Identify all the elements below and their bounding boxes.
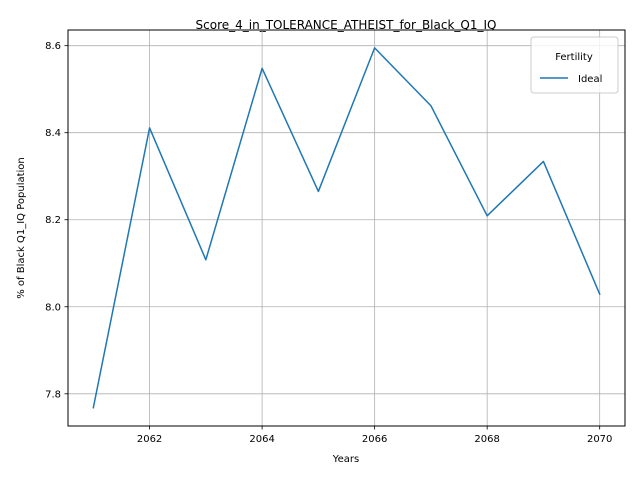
x-tick-label: 2064 <box>249 434 274 445</box>
y-tick-label: 8.0 <box>45 302 61 313</box>
y-axis-label: % of Black Q1_IQ Population <box>16 157 27 299</box>
legend-entry-ideal: Ideal <box>578 74 602 85</box>
x-tick-label: 2062 <box>137 434 162 445</box>
legend: Fertility Ideal <box>530 36 619 94</box>
series-layer <box>92 47 601 409</box>
y-axis: 7.8 8.0 8.2 8.4 8.6 <box>45 41 68 400</box>
series-line-ideal <box>92 47 601 409</box>
x-tick-label: 2070 <box>587 434 612 445</box>
y-tick-label: 7.8 <box>45 389 61 400</box>
grid <box>68 30 625 426</box>
chart-title: Score_4_in_TOLERANCE_ATHEIST_for_Black_Q… <box>196 18 497 32</box>
x-tick-label: 2066 <box>362 434 387 445</box>
legend-box <box>530 36 619 94</box>
plot-frame <box>67 29 626 427</box>
x-tick-label: 2068 <box>474 434 499 445</box>
y-tick-label: 8.4 <box>45 128 61 139</box>
x-axis-label: Years <box>332 454 359 465</box>
y-tick-label: 8.2 <box>45 215 61 226</box>
x-axis: 2062 2064 2066 2068 2070 <box>137 426 612 445</box>
legend-title: Fertility <box>555 52 593 63</box>
y-tick-label: 8.6 <box>45 41 61 52</box>
